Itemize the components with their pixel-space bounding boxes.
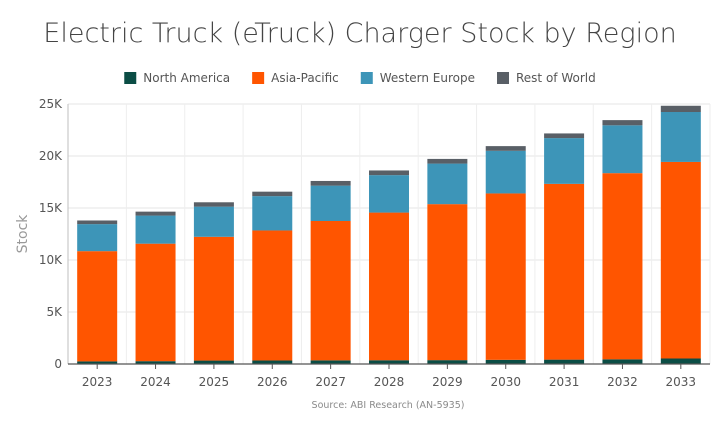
legend-item-rest-of-world[interactable]: Rest of World bbox=[497, 71, 596, 85]
bar-rest-of-world-2026 bbox=[252, 191, 293, 197]
bar-rest-of-world-2027 bbox=[310, 180, 351, 186]
legend: North America Asia-Pacific Western Europe R… bbox=[124, 71, 596, 85]
bar-western-europe-2033 bbox=[660, 112, 701, 162]
bar-asia-pacific-2023 bbox=[77, 251, 118, 362]
bar-north-america-2030 bbox=[485, 359, 526, 364]
bar-north-america-2025 bbox=[193, 360, 234, 364]
y-tick-label: 20K bbox=[39, 149, 63, 163]
bar-north-america-2028 bbox=[369, 360, 409, 364]
bar-western-europe-2026 bbox=[252, 196, 293, 231]
legend-label: Western Europe bbox=[380, 71, 475, 85]
y-axis-title: Stock bbox=[15, 214, 31, 254]
bar-western-europe-2025 bbox=[193, 206, 234, 237]
bar-western-europe-2027 bbox=[310, 185, 351, 221]
legend-label: Rest of World bbox=[516, 71, 596, 85]
y-tick-label: 15K bbox=[39, 201, 63, 215]
bar-north-america-2027 bbox=[310, 360, 351, 364]
bar-asia-pacific-2031 bbox=[544, 183, 585, 360]
bar-north-america-2031 bbox=[544, 359, 585, 364]
x-tick-label: 2032 bbox=[607, 375, 638, 389]
gridlines bbox=[67, 103, 711, 365]
bar-rest-of-world-2033 bbox=[660, 105, 701, 113]
bar-asia-pacific-2026 bbox=[252, 230, 293, 361]
bar-asia-pacific-2027 bbox=[310, 221, 351, 361]
bar-asia-pacific-2024 bbox=[135, 243, 176, 362]
x-tick-label: 2031 bbox=[549, 375, 580, 389]
bar-western-europe-2030 bbox=[485, 150, 526, 194]
x-tick-label: 2033 bbox=[666, 375, 697, 389]
legend-label: Asia-Pacific bbox=[271, 71, 339, 85]
x-tick-label: 2026 bbox=[257, 375, 288, 389]
x-tick-label: 2023 bbox=[82, 375, 113, 389]
y-tick-label: 25K bbox=[39, 97, 63, 111]
bar-north-america-2026 bbox=[252, 360, 293, 364]
legend-swatch bbox=[252, 72, 265, 84]
x-tick-label: 2028 bbox=[374, 375, 405, 389]
source-note: Source: ABI Research (AN-5935) bbox=[312, 400, 465, 411]
bar-western-europe-2028 bbox=[369, 175, 409, 213]
x-tick-label: 2027 bbox=[315, 375, 346, 389]
bar-rest-of-world-2032 bbox=[602, 120, 643, 126]
bar-rest-of-world-2030 bbox=[485, 146, 526, 151]
legend-item-western-europe[interactable]: Western Europe bbox=[360, 71, 475, 85]
x-tick-label: 2030 bbox=[490, 375, 521, 389]
x-tick-labels: 2023 2024 2025 2026 2027 2028 2029 2030 2031 2032… bbox=[82, 364, 696, 389]
x-tick-label: 2024 bbox=[140, 375, 171, 389]
bar-north-america-2024 bbox=[135, 361, 176, 364]
bar-western-europe-2023 bbox=[77, 224, 118, 252]
legend-item-asia-pacific[interactable]: Asia-Pacific bbox=[252, 71, 339, 85]
bar-north-america-2023 bbox=[77, 361, 118, 364]
bar-north-america-2033 bbox=[660, 358, 701, 364]
y-tick-label: 10K bbox=[39, 253, 63, 267]
legend-swatch bbox=[360, 72, 373, 84]
bar-rest-of-world-2028 bbox=[369, 170, 409, 176]
bar-asia-pacific-2033 bbox=[660, 161, 701, 359]
x-tick-label: 2029 bbox=[432, 375, 463, 389]
bar-rest-of-world-2029 bbox=[427, 158, 468, 164]
bar-western-europe-2024 bbox=[135, 215, 176, 244]
legend-swatch bbox=[497, 72, 510, 84]
legend-label: North America bbox=[143, 71, 230, 85]
x-tick-label: 2025 bbox=[199, 375, 230, 389]
bar-rest-of-world-2031 bbox=[544, 133, 585, 139]
y-tick-label: 0 bbox=[54, 357, 62, 371]
y-tick-label: 5K bbox=[46, 305, 63, 319]
legend-swatch bbox=[124, 72, 137, 84]
bar-north-america-2032 bbox=[602, 359, 643, 364]
bars bbox=[77, 105, 701, 364]
bar-asia-pacific-2028 bbox=[369, 212, 409, 361]
bar-western-europe-2029 bbox=[427, 163, 468, 205]
bar-rest-of-world-2025 bbox=[193, 202, 234, 207]
bar-western-europe-2032 bbox=[602, 125, 643, 174]
bar-western-europe-2031 bbox=[544, 138, 585, 184]
legend-item-north-america[interactable]: North America bbox=[124, 71, 230, 85]
bar-asia-pacific-2025 bbox=[193, 236, 234, 361]
bar-asia-pacific-2030 bbox=[485, 193, 526, 360]
bar-rest-of-world-2024 bbox=[135, 211, 176, 216]
bar-asia-pacific-2029 bbox=[427, 204, 468, 361]
chart-title: Electric Truck (eTruck) Charger Stock by… bbox=[43, 18, 676, 49]
bar-north-america-2029 bbox=[427, 360, 468, 364]
y-tick-labels: 0 5K 10K 15K 20K 25K bbox=[39, 97, 63, 371]
bar-rest-of-world-2023 bbox=[77, 220, 118, 225]
bar-asia-pacific-2032 bbox=[602, 173, 643, 360]
